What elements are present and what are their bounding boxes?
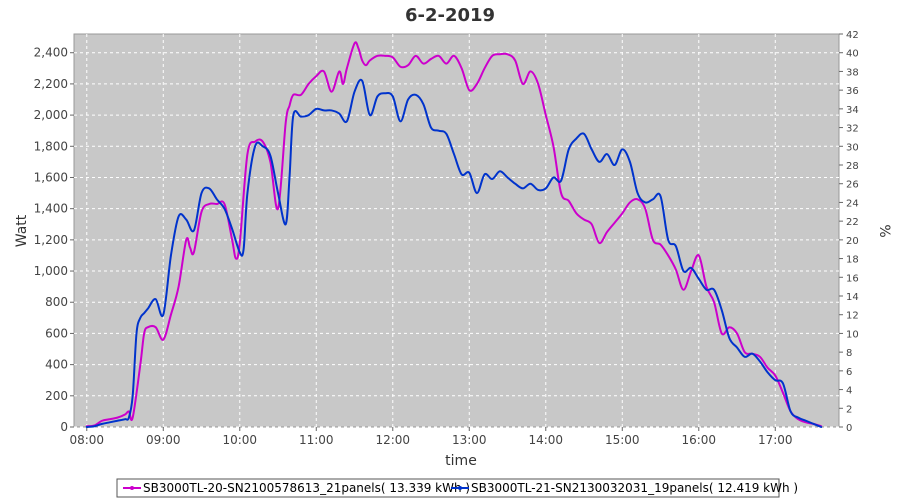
y-tick-label: 800 bbox=[45, 295, 68, 309]
legend-label-1: SB3000TL-20-SN2100578613_21panels( 13.33… bbox=[143, 481, 470, 495]
y-axis-right-title: % bbox=[876, 224, 892, 237]
x-tick-label: 16:00 bbox=[681, 433, 716, 447]
y-right-tick-label: 0 bbox=[846, 423, 852, 434]
y-right-tick-label: 10 bbox=[846, 329, 859, 340]
legend: SB3000TL-20-SN2100578613_21panels( 13.33… bbox=[116, 478, 798, 498]
y-right-tick-label: 40 bbox=[846, 49, 859, 60]
y-tick-label: 1,200 bbox=[34, 233, 68, 247]
series-line-1 bbox=[85, 41, 823, 428]
y-tick-label: 400 bbox=[45, 358, 68, 372]
y-tick-label: 0 bbox=[60, 420, 68, 434]
y-right-tick-label: 22 bbox=[846, 217, 859, 228]
left-axis: 0 200 400 600 800 1,000 1,200 1,400 1,600 1,800 2,… bbox=[34, 46, 74, 434]
x-tick-label: 15:00 bbox=[605, 433, 640, 447]
y-right-tick-label: 30 bbox=[846, 142, 859, 153]
chart-title: 6-2-2019 bbox=[405, 5, 495, 26]
x-tick-label: 10:00 bbox=[222, 433, 257, 447]
y-right-tick-label: 6 bbox=[846, 367, 852, 378]
plot-area bbox=[73, 33, 840, 428]
y-right-tick-label: 18 bbox=[846, 255, 859, 266]
x-axis: 08:00 09:00 10:00 11:00 12:00 13:00 14:00 15:00… bbox=[69, 427, 793, 447]
x-tick-label: 14:00 bbox=[528, 433, 563, 447]
y-tick-label: 1,000 bbox=[34, 264, 68, 278]
x-tick-label: 13:00 bbox=[452, 433, 487, 447]
series-lines bbox=[85, 41, 823, 428]
legend-marker-2 bbox=[458, 486, 462, 490]
x-tick-label: 17:00 bbox=[758, 433, 793, 447]
y-right-tick-label: 24 bbox=[846, 198, 859, 209]
series-line-2 bbox=[85, 78, 823, 428]
y-right-tick-label: 16 bbox=[846, 273, 859, 284]
y-tick-label: 600 bbox=[45, 326, 68, 340]
x-tick-label: 12:00 bbox=[375, 433, 410, 447]
y-right-tick-label: 36 bbox=[846, 86, 859, 97]
y-right-tick-label: 14 bbox=[846, 292, 859, 303]
legend-box bbox=[116, 478, 780, 498]
y-right-tick-label: 2 bbox=[846, 404, 852, 415]
y-right-tick-label: 32 bbox=[846, 124, 859, 135]
y-axis-title: Watt bbox=[14, 214, 30, 247]
y-right-tick-label: 12 bbox=[846, 311, 859, 322]
x-tick-label: 11:00 bbox=[299, 433, 334, 447]
y-tick-label: 2,000 bbox=[34, 108, 68, 122]
y-tick-label: 1,600 bbox=[34, 170, 68, 184]
y-right-tick-label: 26 bbox=[846, 180, 859, 191]
y-right-tick-label: 4 bbox=[846, 386, 852, 397]
legend-marker-1 bbox=[130, 486, 134, 490]
y-right-tick-label: 8 bbox=[846, 348, 852, 359]
y-tick-label: 1,800 bbox=[34, 139, 68, 153]
y-tick-label: 1,400 bbox=[34, 202, 68, 216]
y-tick-label: 200 bbox=[45, 389, 68, 403]
y-right-tick-label: 20 bbox=[846, 236, 859, 247]
y-tick-label: 2,400 bbox=[34, 46, 68, 60]
y-right-tick-label: 38 bbox=[846, 67, 859, 78]
x-tick-label: 09:00 bbox=[146, 433, 181, 447]
legend-label-2: SB3000TL-21-SN2130032031_19panels( 12.41… bbox=[471, 481, 798, 495]
y-tick-label: 2,200 bbox=[34, 77, 68, 91]
y-right-tick-label: 42 bbox=[846, 30, 859, 41]
y-right-tick-label: 28 bbox=[846, 161, 859, 172]
grid-lines bbox=[74, 34, 839, 428]
y-right-tick-label: 34 bbox=[846, 105, 859, 116]
x-tick-label: 08:00 bbox=[69, 433, 104, 447]
x-axis-title: time bbox=[445, 453, 477, 469]
